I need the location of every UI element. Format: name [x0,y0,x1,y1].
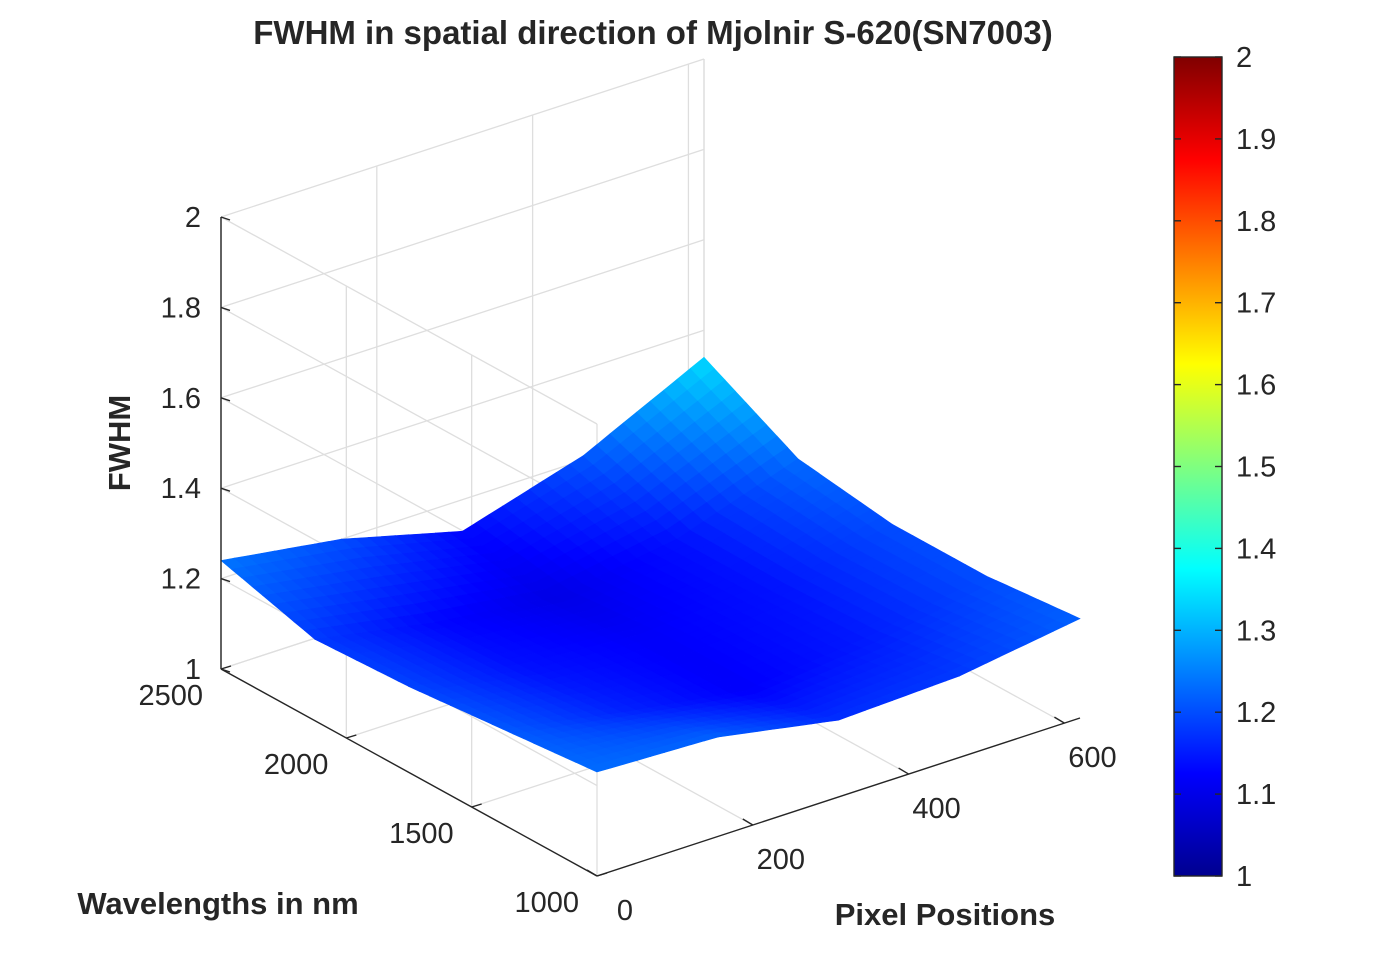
gridline-back-horizontal [220,239,705,399]
surface-patch [1055,613,1081,626]
z-tick-mark [220,397,231,402]
z-axis-label: FWHM [102,395,137,491]
colorbar [1173,56,1223,877]
colorbar-tick-label: 1.6 [1236,370,1276,402]
y-tick-mark [596,872,608,877]
x-tick-mark [898,767,909,775]
z-tick-label: 1.4 [161,473,201,505]
z-tick-mark [220,668,231,673]
x-axis-line [596,717,1081,877]
colorbar-tick-label: 1 [1236,861,1252,893]
y-tick-label: 1000 [514,887,579,919]
chart-title: FWHM in spatial direction of Mjolnir S-6… [253,14,1052,51]
z-tick-mark [220,216,231,221]
x-tick-label: 200 [757,844,805,876]
x-tick-mark [1054,716,1065,724]
y-tick-label: 2500 [138,680,203,712]
z-tick-mark [220,487,231,492]
z-tick-mark [220,577,231,583]
gridline-left-horizontal [220,216,598,425]
x-tick-label: 0 [617,895,633,927]
colorbar-ticks: 1 1.1 1.2 1.3 1.4 1.5 1.6 1.7 1.8 1.9 2 [1174,42,1276,893]
gridline-left-horizontal [220,306,598,515]
x-tick-mark [742,818,754,826]
z-tick-label: 1.2 [161,564,201,596]
z-tick-mark [220,306,231,312]
z-tick-label: 1.6 [161,383,201,415]
gridline-back-horizontal [220,58,705,218]
colorbar-tick-label: 1.4 [1236,533,1276,565]
x-tick-mark [586,869,598,877]
y-tick-label: 1500 [389,818,454,850]
y-axis-label: Wavelengths in nm [77,886,358,921]
z-tick-label: 1 [185,654,201,686]
colorbar-tick-label: 1.9 [1236,124,1276,156]
tick-labels: 1 1.2 1.4 1.6 1.8 2 1000 1500 2000 2500 0 200 400 600 [138,202,1116,927]
axes [220,216,1081,877]
y-axis-line [220,668,598,877]
colorbar-tick-label: 1.2 [1236,697,1276,729]
x-axis-label: Pixel Positions [835,897,1056,932]
y-tick-label: 2000 [264,749,329,781]
x-tick-label: 400 [912,793,960,825]
gridline-back-horizontal [220,148,705,309]
z-tick-label: 2 [185,202,201,234]
colorbar-tick-label: 1.5 [1236,452,1276,484]
colorbar-tick-label: 1.8 [1236,206,1276,238]
gridline-back-horizontal [220,329,705,489]
surface [220,356,1081,773]
x-tick-label: 600 [1068,742,1116,774]
colorbar-tick-label: 2 [1236,42,1252,74]
z-tick-label: 1.8 [161,292,201,324]
y-tick-mark [471,803,482,808]
colorbar-tick-label: 1.1 [1236,779,1276,811]
colorbar-tick-label: 1.7 [1236,288,1276,320]
y-tick-mark [346,734,357,739]
colorbar-tick-label: 1.3 [1236,615,1276,647]
y-tick-mark [220,665,232,670]
